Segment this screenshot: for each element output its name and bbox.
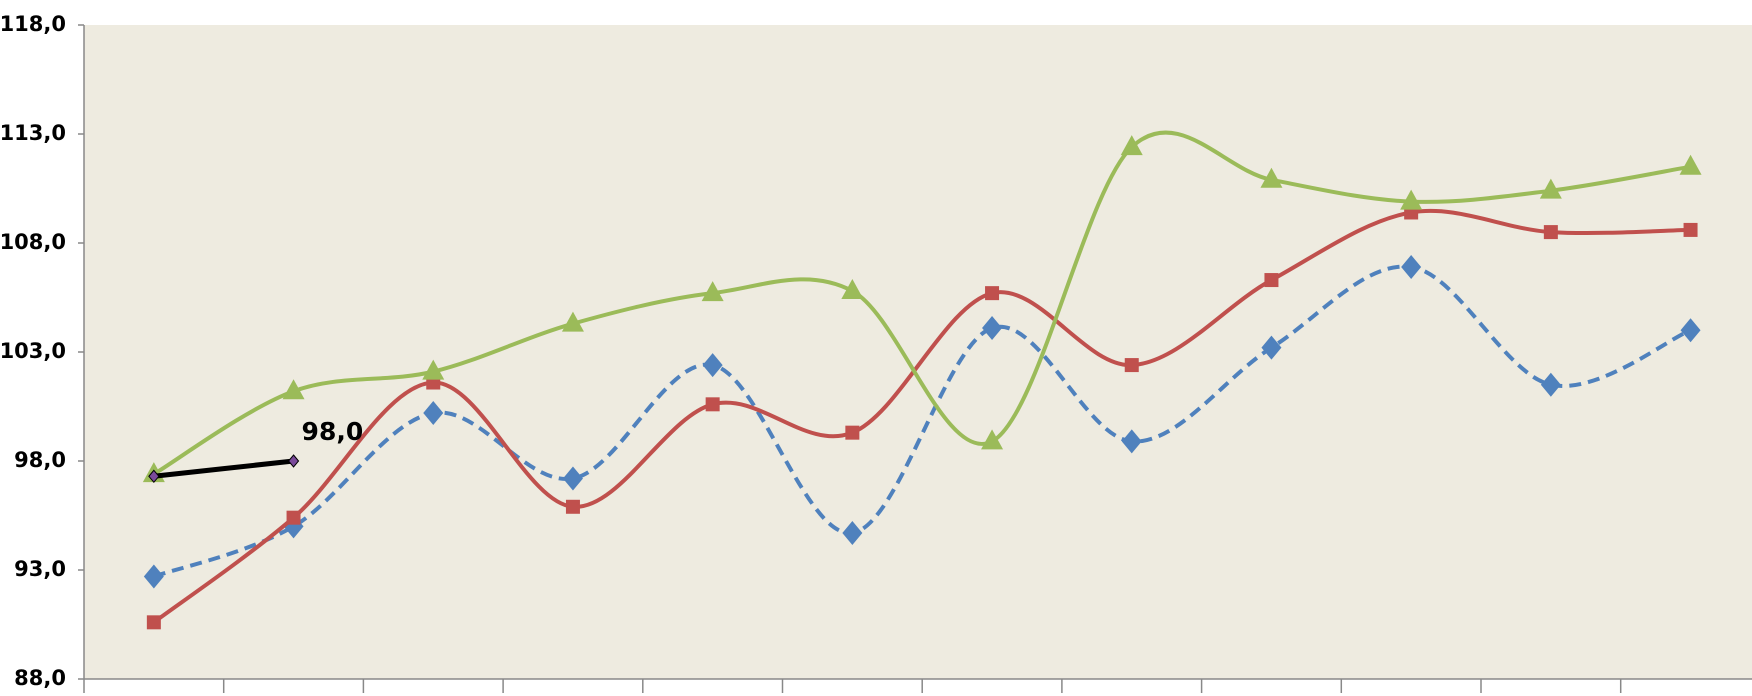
point <box>1124 358 1139 373</box>
point <box>1261 335 1282 360</box>
point <box>1264 273 1279 288</box>
y-tick-label: 118,0 <box>0 12 66 36</box>
point <box>842 520 863 545</box>
y-tick-label: 98,0 <box>14 448 66 472</box>
point <box>286 510 301 525</box>
point <box>1400 189 1423 210</box>
point <box>1543 225 1558 240</box>
point <box>423 401 444 426</box>
point <box>1121 429 1142 454</box>
point <box>1539 178 1562 199</box>
plot-area <box>84 25 1752 679</box>
point <box>982 316 1003 341</box>
y-tick-label: 93,0 <box>14 557 66 581</box>
point <box>422 359 445 380</box>
data-label: 98,0 <box>302 417 364 446</box>
point <box>841 278 864 299</box>
point <box>985 286 1000 301</box>
point <box>1401 254 1422 279</box>
point <box>1683 222 1698 237</box>
point <box>287 454 300 468</box>
y-tick-label: 88,0 <box>14 666 66 690</box>
point <box>561 311 584 332</box>
point <box>1120 135 1143 156</box>
point <box>981 429 1004 450</box>
point <box>705 397 720 412</box>
point <box>1680 318 1701 343</box>
point <box>565 499 580 514</box>
line <box>153 458 294 479</box>
point <box>702 353 723 378</box>
point <box>146 615 161 630</box>
point <box>845 425 860 440</box>
y-tick-label: 113,0 <box>0 121 66 145</box>
point <box>1679 154 1702 175</box>
point <box>562 466 583 491</box>
point <box>143 564 164 589</box>
point <box>148 469 160 484</box>
point <box>1260 167 1283 188</box>
point <box>701 281 724 302</box>
y-tick-label: 103,0 <box>0 339 66 363</box>
y-tick-label: 108,0 <box>0 230 66 254</box>
point <box>282 379 305 400</box>
point <box>1540 372 1561 397</box>
